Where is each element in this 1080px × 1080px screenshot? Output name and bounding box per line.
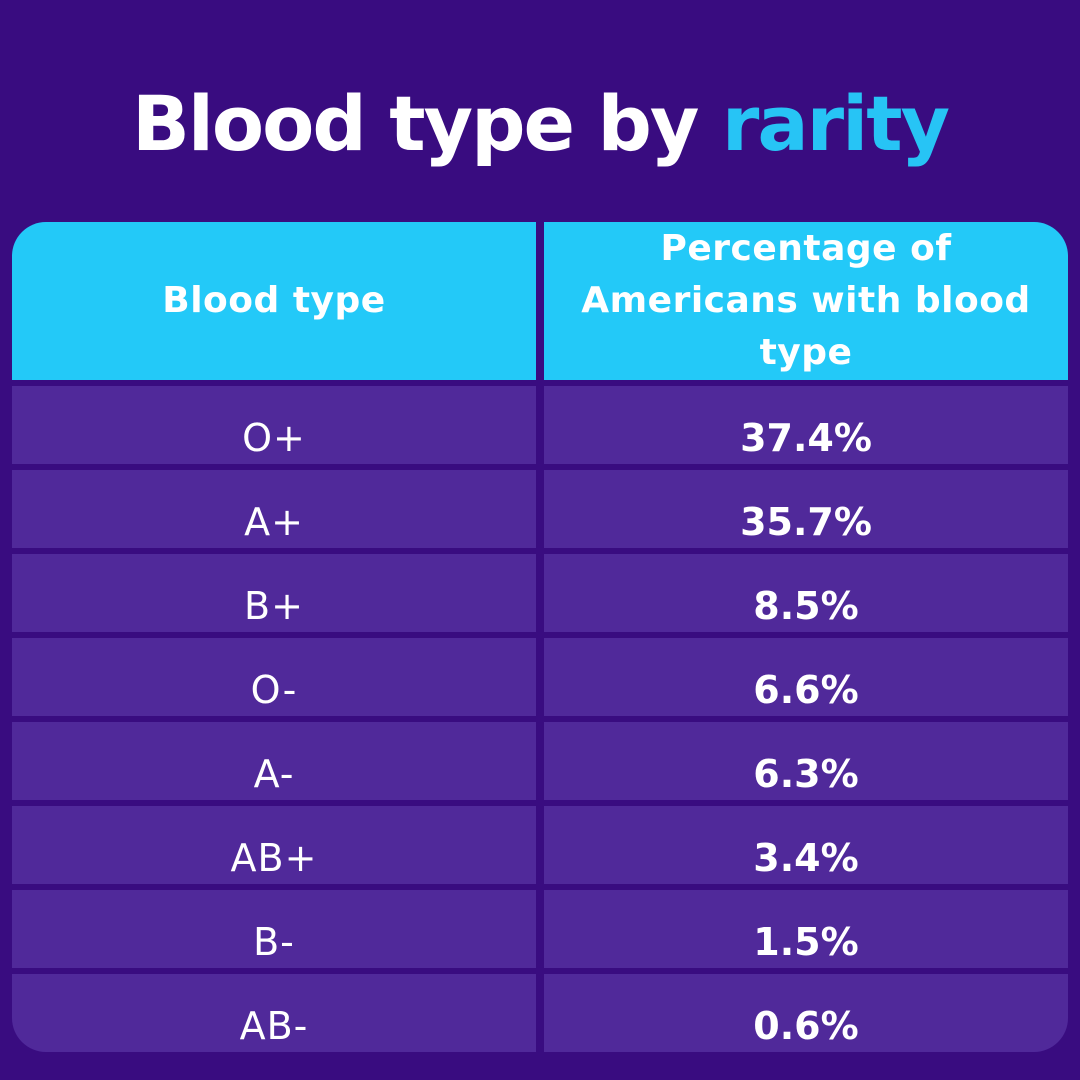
column-header-percentage: Percentage of Americans with blood type	[544, 217, 1072, 380]
blood-type-cell: A-	[12, 722, 536, 800]
percentage-cell: 6.6%	[544, 638, 1068, 716]
percentage-cell: 6.3%	[544, 722, 1068, 800]
title-highlight: rarity	[721, 79, 950, 168]
blood-type-table: Blood type Percentage of Americans with …	[8, 217, 1072, 1052]
percentage-cell: 3.4%	[544, 806, 1068, 884]
blood-type-cell: B-	[12, 890, 536, 968]
percentage-cell: 0.6%	[544, 974, 1068, 1052]
percentage-cell: 1.5%	[544, 890, 1068, 968]
blood-type-cell: AB+	[12, 806, 536, 884]
percentage-cell: 35.7%	[544, 470, 1068, 548]
blood-type-cell: O+	[12, 386, 536, 464]
page-title: Blood type by rarity	[0, 82, 1080, 166]
blood-type-cell: B+	[12, 554, 536, 632]
blood-type-cell: A+	[12, 470, 536, 548]
blood-type-cell: AB-	[12, 974, 536, 1052]
title-prefix: Blood type by	[131, 79, 722, 168]
percentage-cell: 8.5%	[544, 554, 1068, 632]
percentage-cell: 37.4%	[544, 386, 1068, 464]
column-header-blood-type: Blood type	[8, 217, 536, 380]
blood-type-cell: O-	[12, 638, 536, 716]
